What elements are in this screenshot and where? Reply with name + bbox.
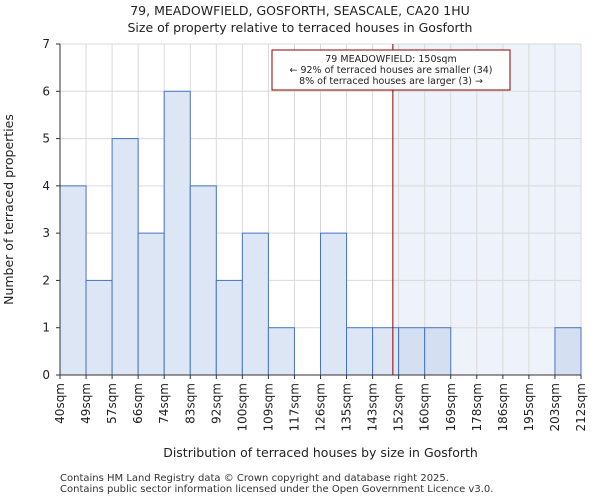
x-tick-label: 40sqm: [53, 383, 67, 424]
annotation-text: 8% of terraced houses are larger (3) →: [299, 76, 483, 87]
histogram-bar: [554, 327, 582, 376]
x-tick-label: 117sqm: [287, 383, 301, 431]
x-tick-label: 160sqm: [418, 383, 432, 431]
y-tick-label: 6: [42, 84, 50, 98]
x-tick-label: 203sqm: [548, 383, 562, 431]
histogram-bar: [398, 327, 426, 376]
larger-region-shade: [392, 44, 581, 375]
x-tick-label: 92sqm: [209, 383, 223, 424]
y-tick-label: 1: [42, 321, 50, 335]
histogram-bar: [85, 279, 113, 376]
x-tick-label: 186sqm: [496, 383, 510, 431]
x-tick-label: 169sqm: [444, 383, 458, 431]
y-axis-title: Number of terraced properties: [1, 114, 16, 305]
x-tick-label: 143sqm: [366, 383, 380, 431]
histogram-bar: [267, 327, 295, 376]
histogram-bar: [163, 90, 191, 376]
histogram-bar: [372, 327, 400, 376]
chart: 0 1 2 3 4 5 6 7 40sqm 49sqm 57sqm 66sqm 74sqm 83sqm 92…: [1, 37, 588, 460]
histogram-bar: [189, 185, 217, 376]
histogram-bar: [111, 138, 139, 376]
histogram-bar: [241, 232, 269, 376]
chart-title: 79, MEADOWFIELD, GOSFORTH, SEASCALE, CA2…: [130, 3, 470, 18]
histogram-bar: [59, 185, 87, 376]
footer-licence: Contains public sector information licen…: [60, 484, 494, 495]
annotation-box: [271, 49, 511, 91]
histogram-bar: [137, 232, 165, 376]
x-tick-label: 74sqm: [157, 383, 171, 424]
x-tick-label: 66sqm: [131, 383, 145, 424]
x-tick-label: 135sqm: [340, 383, 354, 431]
chart-subtitle: Size of property relative to terraced ho…: [127, 20, 473, 35]
footer-copyright: Contains HM Land Registry data © Crown c…: [60, 473, 449, 484]
histogram-bar: [346, 327, 374, 376]
x-tick-label: 83sqm: [183, 383, 197, 424]
histogram-bar: [320, 232, 348, 376]
x-tick-label: 57sqm: [105, 383, 119, 424]
x-tick-label: 109sqm: [261, 383, 275, 431]
x-tick-label: 152sqm: [392, 383, 406, 431]
y-tick-label: 0: [42, 368, 50, 382]
y-tick-label: 2: [42, 273, 50, 287]
y-tick-label: 7: [42, 37, 50, 51]
x-axis-title: Distribution of terraced houses by size …: [163, 445, 478, 460]
y-tick-label: 4: [42, 179, 50, 193]
x-tick-label: 178sqm: [470, 383, 484, 431]
x-tick-label: 126sqm: [314, 383, 328, 431]
x-tick-label: 49sqm: [79, 383, 93, 424]
y-tick-label: 3: [42, 226, 50, 240]
x-tick-label: 212sqm: [574, 383, 588, 431]
x-tick-label: 100sqm: [235, 383, 249, 431]
histogram-bar: [424, 327, 452, 376]
histogram-bar: [215, 279, 243, 376]
y-tick-label: 5: [42, 132, 50, 146]
annotation-text: ← 92% of terraced houses are smaller (34…: [289, 65, 492, 76]
annotation-text: 79 MEADOWFIELD: 150sqm: [325, 54, 456, 65]
x-tick-label: 195sqm: [522, 383, 536, 431]
